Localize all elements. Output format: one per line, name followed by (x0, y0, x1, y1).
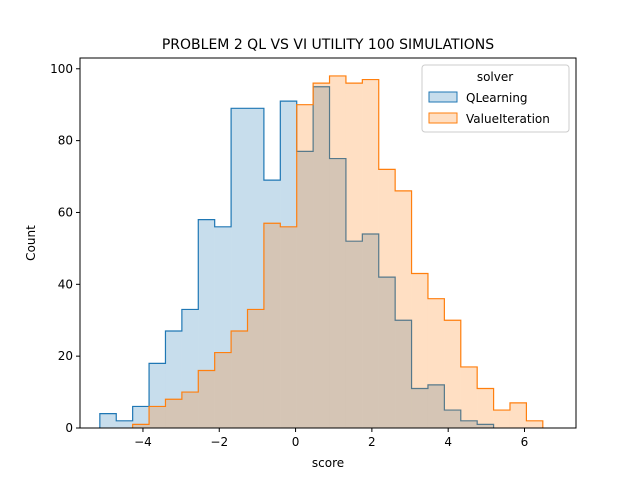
legend-box (421, 64, 570, 133)
qlearning-bar (329, 158, 346, 428)
valueiteration-bar (263, 223, 281, 428)
legend-label-qlearning: QLearning (466, 91, 528, 105)
valueiteration-bar (362, 79, 379, 429)
valueiteration-bar (296, 104, 314, 428)
valueiteration-bar (378, 169, 396, 429)
valueiteration-step-outline (132, 75, 544, 428)
valueiteration-bar (149, 406, 166, 428)
qlearning-bar (444, 410, 461, 428)
valueiteration-bar (247, 309, 264, 428)
qlearning-bar (116, 420, 133, 428)
valueiteration-bar (132, 424, 150, 428)
y-tick-label: 20 (58, 349, 73, 363)
valueiteration-bar (313, 83, 330, 429)
qlearning-bar (460, 420, 478, 428)
valueiteration-bar (460, 366, 478, 428)
y-tick-label: 80 (58, 134, 73, 148)
y-tick-label: 40 (58, 277, 73, 291)
x-tick-label: 6 (521, 435, 529, 449)
valueiteration-bar (509, 402, 527, 428)
qlearning-bar (280, 101, 297, 429)
x-tick-label: 0 (292, 435, 300, 449)
valueiteration-bar (214, 352, 232, 428)
legend: solver QLearning ValueIteration (421, 64, 570, 133)
valueiteration-bars (132, 75, 544, 429)
qlearning-bar (214, 226, 232, 428)
qlearning-bar (313, 86, 330, 429)
valueiteration-bar (280, 226, 297, 428)
qlearning-bar (378, 277, 396, 428)
qlearning-bar (165, 331, 182, 428)
qlearning-bar (395, 320, 412, 428)
qlearning-bar (345, 241, 363, 428)
valueiteration-bar (427, 298, 445, 428)
qlearning-bar (231, 108, 248, 428)
y-tick-label: 60 (58, 205, 73, 219)
legend-title: solver (477, 70, 513, 84)
chart-title: PROBLEM 2 QL VS VI UTILITY 100 SIMULATIO… (162, 37, 494, 53)
x-tick-label: 2 (368, 435, 376, 449)
valueiteration-bar (231, 331, 248, 428)
valueiteration-bar (411, 273, 428, 428)
qlearning-bar (149, 363, 166, 428)
valueiteration-bar (165, 399, 182, 428)
valueiteration-bar (181, 392, 199, 428)
legend-label-valueiteration: ValueIteration (466, 112, 550, 126)
qlearning-bar (99, 413, 117, 428)
qlearning-bar (263, 180, 281, 428)
legend-swatch-qlearning (428, 91, 458, 103)
x-axis-ticks: −4 −2 0 2 4 6 (134, 428, 528, 449)
valueiteration-bar (198, 370, 215, 428)
x-tick-label: −2 (210, 435, 228, 449)
qlearning-bars (99, 86, 495, 429)
y-tick-label: 0 (65, 421, 73, 435)
x-tick-label: −4 (134, 435, 152, 449)
valueiteration-bar (477, 388, 494, 428)
qlearning-bar (477, 424, 494, 428)
y-axis-label: Count (24, 225, 38, 261)
qlearning-bar (427, 384, 445, 428)
y-tick-label: 100 (50, 62, 73, 76)
plot-area-frame (79, 57, 577, 429)
valueiteration-bar (329, 75, 346, 429)
qlearning-bar (362, 234, 379, 428)
x-tick-label: 4 (444, 435, 452, 449)
x-axis-label: score (312, 456, 344, 470)
valueiteration-bar (345, 83, 363, 429)
qlearning-bar (296, 151, 314, 428)
qlearning-bar (198, 219, 215, 428)
qlearning-bar (411, 388, 428, 428)
y-axis-ticks: 0 20 40 60 80 100 (50, 62, 80, 435)
legend-swatch-valueiteration (428, 112, 458, 124)
qlearning-bar (132, 406, 150, 428)
valueiteration-bar (444, 320, 461, 428)
valueiteration-bar (395, 190, 412, 428)
valueiteration-bar (526, 420, 543, 428)
qlearning-bar (247, 108, 264, 428)
qlearning-bar (181, 309, 199, 428)
valueiteration-bar (493, 410, 510, 428)
